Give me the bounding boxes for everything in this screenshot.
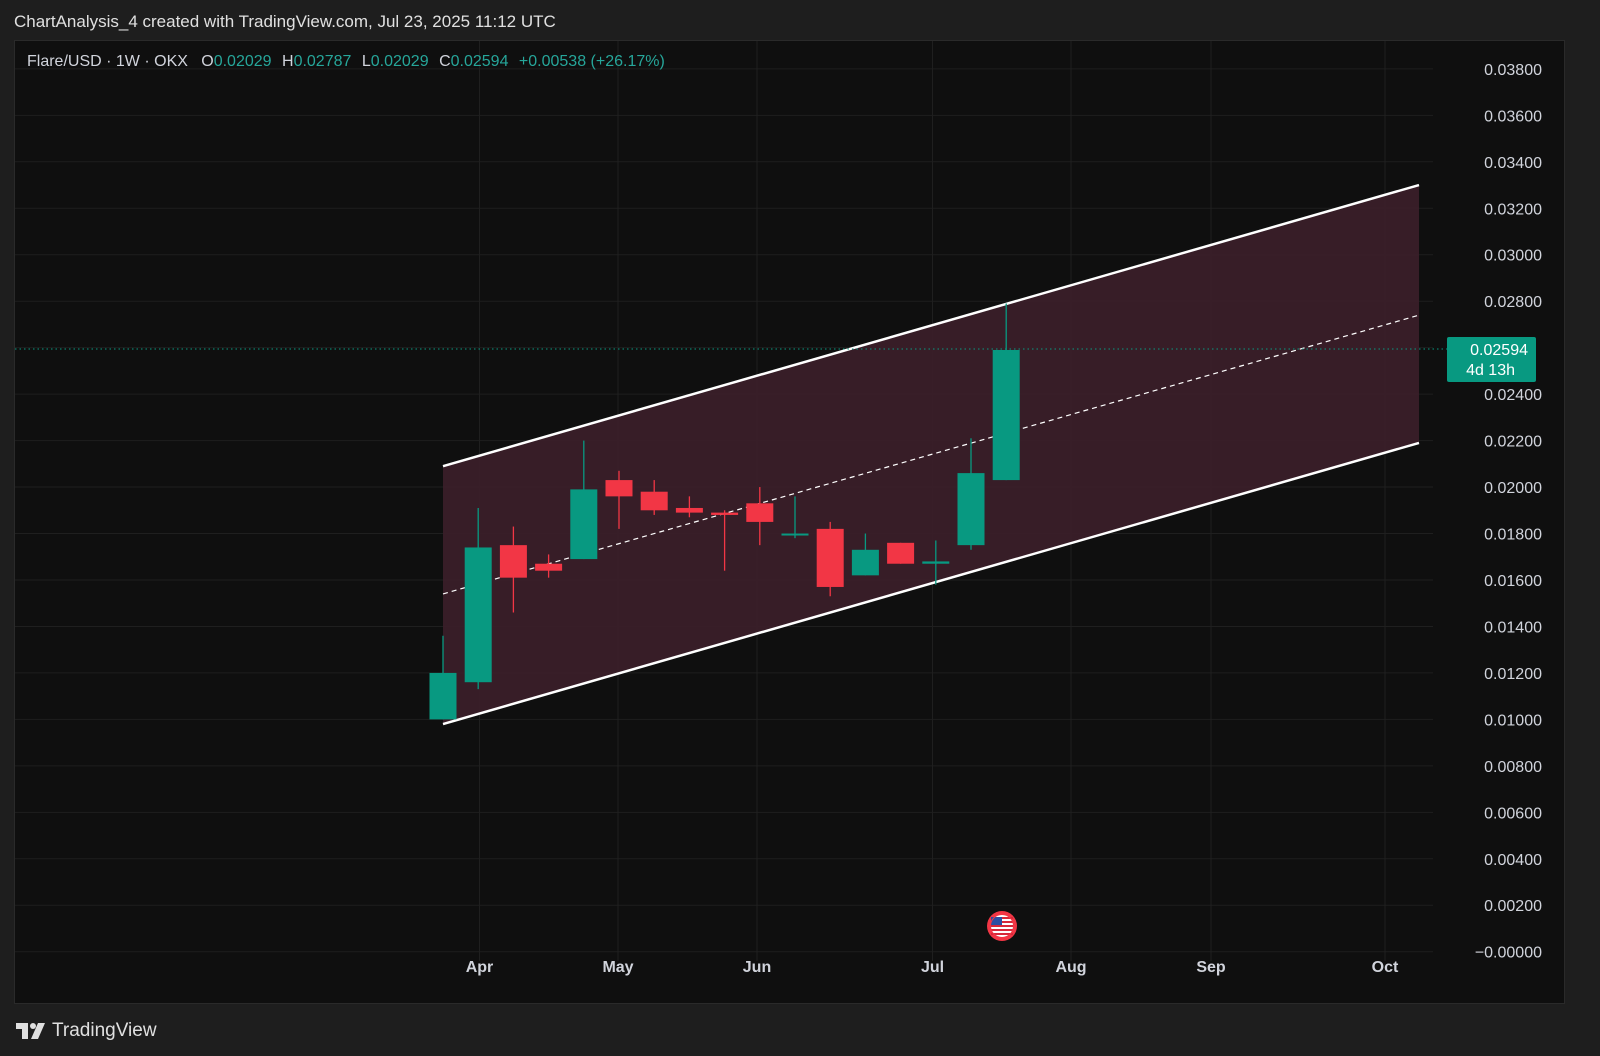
overlays: 0.02594 4d 13h	[15, 337, 1536, 941]
close-value: 0.02594	[450, 53, 509, 70]
candle	[675, 496, 703, 518]
candle-body	[851, 549, 879, 576]
flag-stripe	[991, 933, 1013, 935]
candle-body	[816, 528, 844, 587]
candle	[992, 303, 1020, 481]
flag-stripe	[991, 925, 1013, 927]
last-price-tag[interactable]: 0.02594 4d 13h	[1447, 337, 1536, 383]
candle	[605, 470, 633, 529]
high-label: H	[282, 53, 294, 70]
y-tick-label: 0.02000	[1484, 480, 1542, 497]
channel-lower-line[interactable]	[442, 441, 1420, 726]
y-tick-label: 0.00400	[1484, 852, 1542, 869]
ohlc-legend: Flare/USD · 1W · OKX O0.02029 H0.02787 L…	[27, 53, 665, 71]
y-tick-label: 0.03800	[1484, 62, 1542, 79]
channel-upper-line[interactable]	[442, 183, 1420, 468]
y-tick-label: 0.00800	[1484, 759, 1542, 776]
candle	[464, 507, 492, 690]
candle-body	[605, 480, 633, 497]
candle	[922, 540, 950, 585]
x-tick-label: Sep	[1196, 959, 1226, 976]
flag-edge	[990, 914, 1014, 938]
open-label: O	[201, 53, 214, 70]
axes: 0.03800 0.03600 0.03400 0.03200 0.03000 0.028…	[466, 62, 1542, 976]
open-value: 0.02029	[213, 53, 272, 70]
y-tick-label: 0.01400	[1484, 619, 1542, 636]
candle	[851, 533, 879, 576]
candle	[570, 440, 598, 560]
x-tick-label: Jun	[743, 959, 771, 976]
brand-name: TradingView	[52, 1020, 157, 1041]
price-tag-countdown: 4d 13h	[1466, 362, 1515, 379]
chart-caption: ChartAnalysis_4 created with TradingView…	[14, 12, 556, 31]
candle-body	[429, 672, 457, 720]
candle	[887, 542, 915, 564]
chart-area[interactable]: 0.03800 0.03600 0.03400 0.03200 0.03000 0.028…	[14, 40, 1565, 1004]
tradingview-brand[interactable]: TradingView	[16, 1020, 157, 1042]
x-tick-label: May	[602, 959, 633, 976]
candle-body	[992, 349, 1020, 481]
candle-body	[570, 489, 598, 560]
candle	[781, 496, 809, 539]
price-tag-value: 0.02594	[1470, 342, 1528, 359]
change-value: +0.00538 (+26.17%)	[518, 53, 665, 70]
y-tick-label: 0.03000	[1484, 248, 1542, 265]
close-label: C	[439, 53, 451, 70]
flag-canton	[991, 917, 1002, 925]
x-tick-label: Oct	[1372, 959, 1399, 976]
tradingview-logo-icon	[16, 1023, 45, 1039]
y-tick-label: 0.03200	[1484, 201, 1542, 218]
y-tick-label: 0.01800	[1484, 527, 1542, 544]
candle-body	[711, 512, 739, 515]
candle	[746, 487, 774, 546]
low-label: L	[361, 53, 371, 70]
us-flag-icon[interactable]	[987, 911, 1017, 941]
y-tick-label: 0.00200	[1484, 898, 1542, 915]
high-value: 0.02787	[293, 53, 352, 70]
candle-body	[499, 545, 527, 578]
y-tick-label: −0.00000	[1475, 945, 1542, 962]
candle	[640, 480, 668, 515]
y-tick-label: 0.03600	[1484, 108, 1542, 125]
y-tick-label: 0.01200	[1484, 666, 1542, 683]
candle-body	[640, 491, 668, 511]
flag-stripe	[991, 929, 1013, 931]
candle-body	[535, 563, 563, 571]
price-tag-box	[1447, 337, 1536, 383]
candles	[429, 303, 1020, 720]
candle-body	[746, 503, 774, 522]
y-tick-label: 0.02800	[1484, 294, 1542, 311]
candle-body	[957, 473, 985, 546]
candlestick-chart[interactable]: 0.03800 0.03600 0.03400 0.03200 0.03000 0.028…	[15, 41, 1566, 1005]
candle	[711, 510, 739, 571]
candle	[535, 554, 563, 578]
candle-body	[887, 542, 915, 564]
parallel-channel[interactable]	[442, 183, 1420, 726]
y-tick-label: 0.02200	[1484, 434, 1542, 451]
candle-body	[781, 533, 809, 536]
x-tick-label: Apr	[466, 959, 494, 976]
candle	[816, 521, 844, 597]
y-tick-label: 0.03400	[1484, 155, 1542, 172]
y-tick-label: 0.01000	[1484, 712, 1542, 729]
candle	[957, 438, 985, 550]
symbol-label[interactable]: Flare/USD · 1W · OKX	[27, 53, 188, 70]
channel-median-line[interactable]	[442, 314, 1420, 595]
candle-body	[922, 561, 950, 564]
low-value: 0.02029	[370, 53, 429, 70]
candle	[429, 635, 457, 720]
y-tick-label: 0.02400	[1484, 387, 1542, 404]
candle-body	[464, 547, 492, 683]
y-tick-label: 0.00600	[1484, 805, 1542, 822]
candle	[499, 526, 527, 613]
y-tick-label: 0.01600	[1484, 573, 1542, 590]
x-tick-label: Jul	[921, 959, 944, 976]
candle-body	[675, 507, 703, 513]
x-tick-label: Aug	[1055, 959, 1086, 976]
